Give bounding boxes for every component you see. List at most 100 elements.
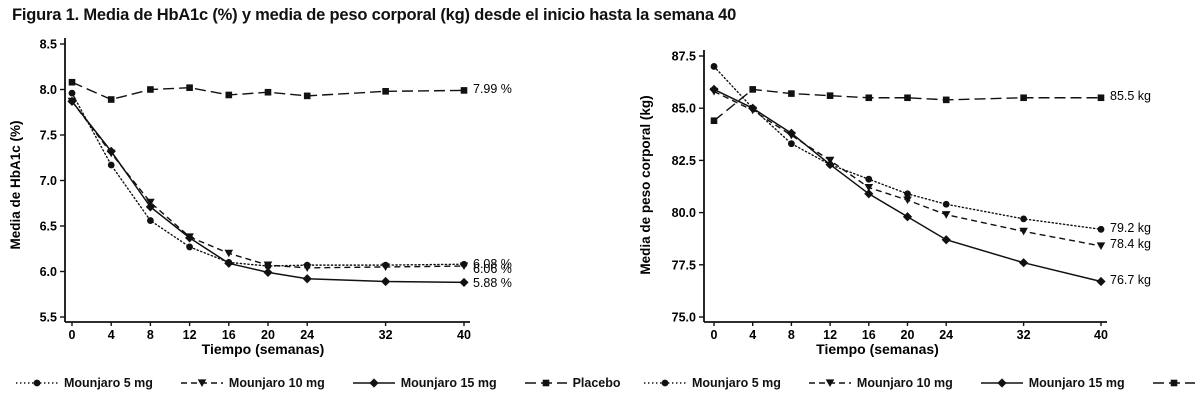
data-point (865, 94, 873, 102)
legend-swatch-icon (352, 378, 395, 388)
weight-chart: 75.0 77.5 80.0 82.5 85.0 87.5 0 4 8 12 16 20 24 32 40 T… (638, 50, 1151, 358)
hba1c-chart: 5.5 6.0 6.5 7.0 7.5 8.0 8.5 0 4 8 12 16 20 24 32 40 Tiem… (8, 38, 512, 358)
data-point (941, 235, 951, 245)
figure-title: Figura 1. Media de HbA1c (%) y media de … (12, 6, 737, 24)
data-point (225, 91, 233, 99)
data-point (904, 190, 911, 198)
data-point (941, 211, 951, 219)
data-point (904, 94, 911, 102)
end-value-label: 5.88 % (473, 276, 512, 290)
series-mounjaro-15-mg: 76.7 kg (709, 84, 1151, 287)
y-tick-label: 5.5 (40, 311, 57, 325)
end-value-label: 7.99 % (473, 82, 512, 96)
y-tick-label: 85.0 (672, 102, 696, 116)
data-point (263, 267, 273, 278)
data-point (459, 262, 469, 271)
data-point (145, 202, 155, 212)
legend-item: Mounjaro 10 mg (807, 376, 953, 390)
series-line (713, 88, 1101, 122)
data-point (864, 183, 874, 192)
legend-swatch-icon (1152, 379, 1195, 387)
legend-label: Mounjaro 10 mg (228, 376, 325, 390)
data-point (1019, 258, 1029, 268)
x-tick-label: 8 (788, 328, 795, 342)
data-point (224, 249, 234, 258)
legend-item: Placebo (1151, 376, 1200, 390)
end-value-label: 79.2 kg (1110, 221, 1151, 235)
data-point (902, 212, 913, 222)
x-tick-label: 12 (183, 328, 197, 342)
x-tick-label: 24 (300, 328, 314, 342)
y-tick-label: 8.5 (40, 38, 57, 52)
legend-item: Mounjaro 10 mg (179, 376, 325, 390)
legend-item: Mounjaro 15 mg (979, 376, 1125, 390)
legend-marker (825, 379, 835, 387)
x-tick-label: 0 (711, 328, 718, 342)
data-point (382, 88, 389, 95)
data-point (1097, 94, 1105, 102)
legend-marker (33, 379, 41, 387)
x-tick-label: 0 (69, 328, 76, 342)
data-point (749, 86, 756, 93)
data-point (788, 90, 795, 97)
x-tick-label: 4 (108, 328, 115, 342)
legend-label: Mounjaro 15 mg (400, 376, 497, 390)
data-point (381, 276, 391, 287)
y-tick-label: 8.0 (40, 83, 57, 97)
data-point (186, 243, 194, 251)
x-axis-label: Tiempo (semanas) (202, 341, 325, 357)
series-mounjaro-10-mg: 78.4 kg (709, 87, 1151, 251)
data-point (1096, 276, 1106, 287)
series-line (71, 100, 465, 269)
legend-swatch-icon (180, 379, 223, 387)
end-value-label: 6.06 % (473, 262, 512, 276)
data-point (302, 264, 312, 272)
y-tick-label: 80.0 (672, 206, 696, 220)
series-placebo: 7.99 % (68, 78, 512, 103)
legend-item: Placebo (523, 376, 621, 390)
legend-marker (997, 378, 1007, 388)
series-line (713, 88, 1102, 283)
x-tick-label: 20 (901, 328, 915, 342)
data-point (68, 89, 76, 97)
data-point (303, 92, 311, 100)
x-tick-label: 12 (823, 328, 837, 342)
x-axis-label: Tiempo (semanas) (816, 341, 939, 357)
data-point (903, 196, 912, 205)
data-point (748, 103, 758, 113)
legend-swatch-icon (980, 378, 1023, 388)
legend-swatch-icon (808, 379, 851, 387)
end-value-label: 78.4 kg (1110, 237, 1151, 251)
data-point (302, 274, 312, 284)
legend-label: Mounjaro 5 mg (692, 376, 781, 390)
data-point (107, 96, 115, 103)
data-point (185, 233, 195, 243)
data-point (147, 86, 154, 93)
legend-item: Mounjaro 15 mg (351, 376, 497, 390)
data-point (460, 87, 468, 94)
data-point (864, 189, 874, 199)
data-point (1096, 242, 1106, 251)
legend-label: Placebo (572, 376, 621, 390)
data-point (147, 217, 154, 224)
data-point (865, 175, 873, 183)
y-tick-label: 6.0 (40, 265, 57, 279)
x-tick-label: 32 (1017, 328, 1031, 342)
data-point (224, 258, 234, 268)
data-point (709, 84, 719, 95)
y-tick-label: 7.5 (40, 129, 57, 143)
x-tick-label: 20 (261, 328, 275, 342)
y-axis-label: Media de peso corporal (kg) (638, 95, 653, 274)
series-mounjaro-15-mg: 5.88 % (67, 96, 512, 290)
y-tick-label: 82.5 (672, 154, 696, 168)
legend-label: Mounjaro 10 mg (856, 376, 953, 390)
data-point (942, 200, 950, 208)
hba1c-legend: Mounjaro 5 mg Mounjaro 10 mg Mounjaro 15 m… (14, 372, 647, 394)
y-tick-label: 6.5 (40, 220, 57, 234)
x-tick-label: 32 (379, 328, 393, 342)
x-tick-label: 16 (862, 328, 876, 342)
y-tick-label: 75.0 (672, 311, 696, 325)
series-mounjaro-5-mg: 79.2 kg (710, 63, 1151, 235)
data-point (107, 161, 115, 169)
data-point (1020, 215, 1027, 223)
